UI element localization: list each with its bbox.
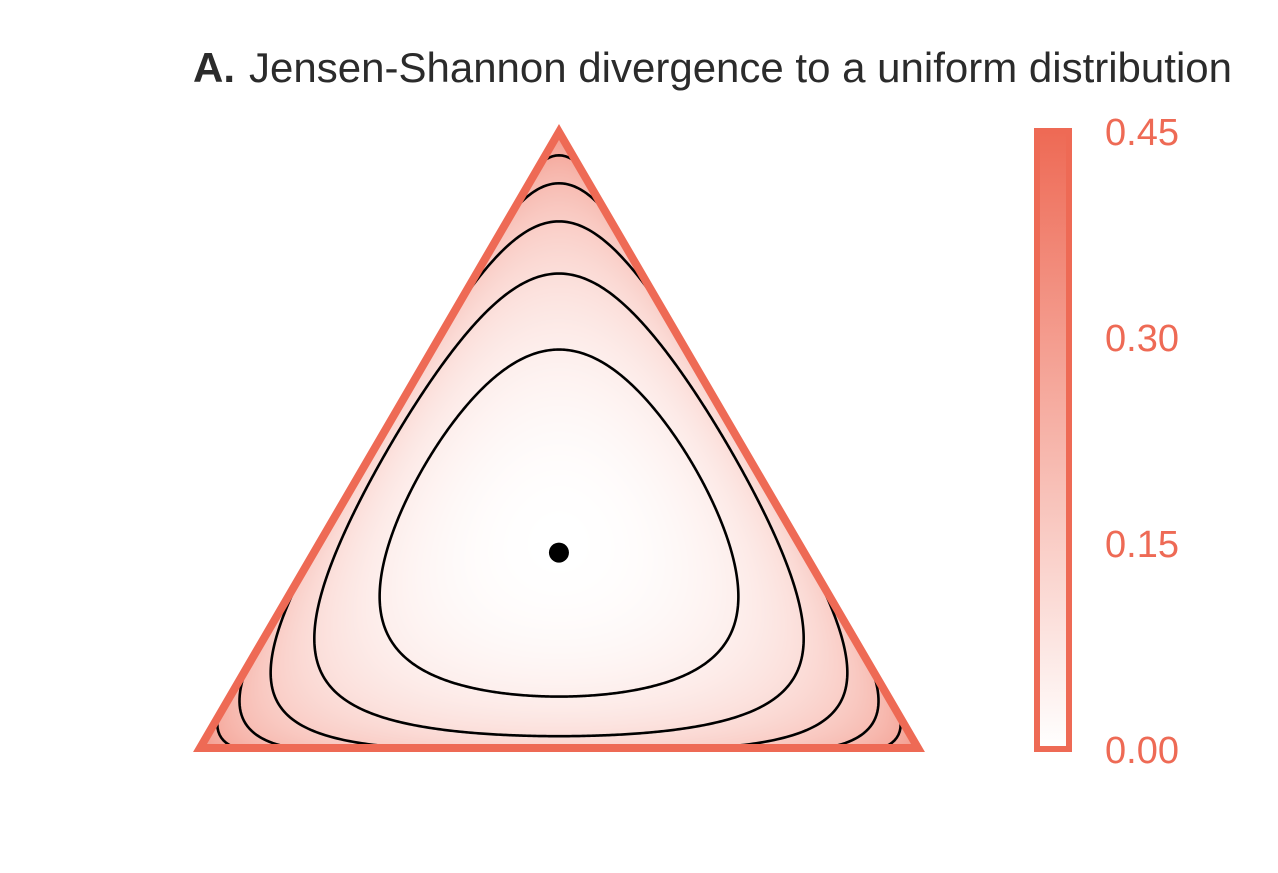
simplex-border — [193, 124, 925, 752]
contour-line-0.05 — [378, 348, 740, 698]
colorbar-tick-label: 0.15 — [1105, 524, 1179, 566]
colorbar-tick-label: 0.45 — [1105, 112, 1179, 154]
chart-title-text: Jensen-Shannon divergence to a uniform d… — [249, 44, 1232, 91]
colorbar-ticks: 0.00 0.15 0.30 0.45 — [1105, 112, 1179, 772]
colorbar — [1034, 128, 1072, 752]
contour-line-0.1 — [313, 272, 805, 738]
contour-line-0.2 — [238, 181, 880, 749]
heatmap-field — [200, 132, 918, 748]
colorbar-tick-label: 0.30 — [1105, 318, 1179, 360]
heatmap-image — [200, 132, 918, 748]
panel-label: A. — [193, 44, 235, 91]
uniform-point-marker — [548, 542, 569, 563]
chart-title: A. Jensen-Shannon divergence to a uniform… — [193, 44, 1232, 91]
colorbar-tick-label: 0.00 — [1105, 730, 1179, 772]
contour-line-0.15 — [269, 220, 849, 750]
